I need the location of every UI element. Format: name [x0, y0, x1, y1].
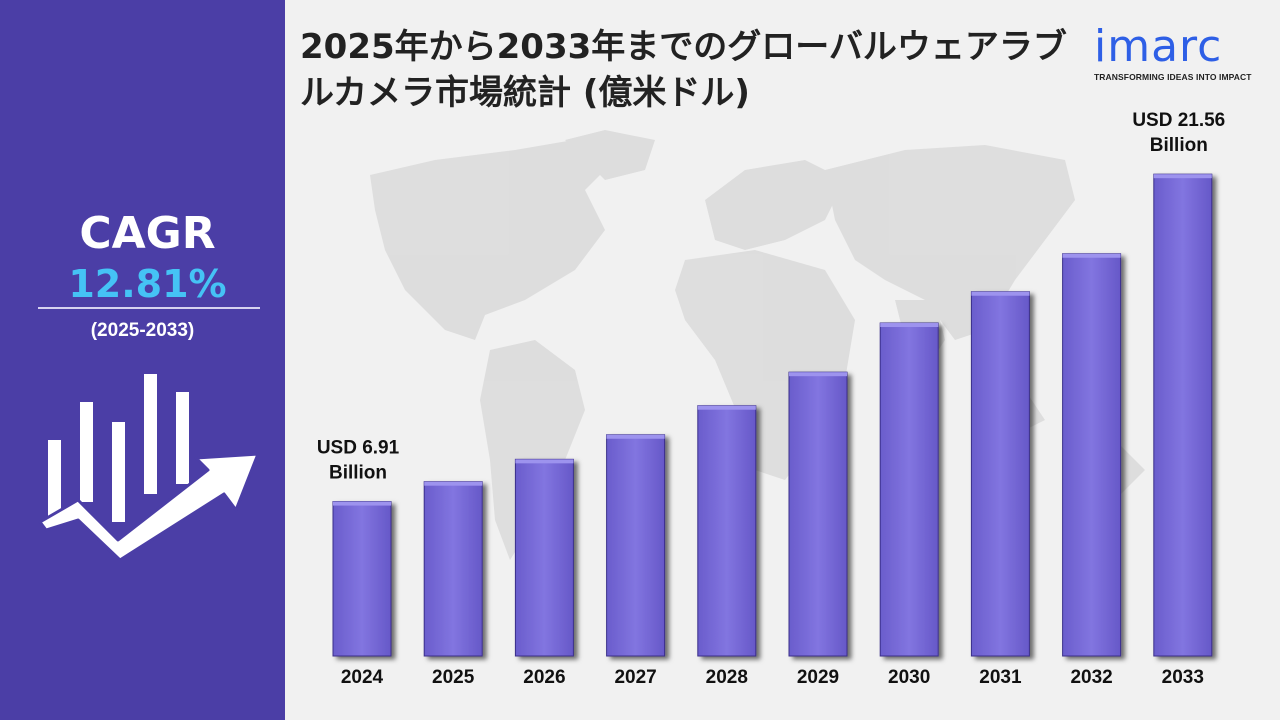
bar-cap-2028 — [697, 405, 756, 410]
x-tick-2024: 2024 — [341, 667, 384, 688]
growth-chart-icon — [38, 374, 260, 560]
bar-cap-2025 — [424, 481, 483, 486]
bar-2028 — [697, 405, 757, 657]
bar-cap-2029 — [789, 372, 847, 377]
x-tick-2028: 2028 — [706, 667, 748, 688]
logo-tagline: TRANSFORMING IDEAS INTO IMPACT — [1094, 72, 1252, 82]
cagr-divider — [38, 307, 260, 309]
bar-cap-2031 — [971, 291, 1030, 296]
cagr-value: 12.81% — [68, 262, 227, 306]
bar-2024 — [332, 501, 392, 657]
x-tick-2032: 2032 — [1070, 667, 1112, 688]
bar-2025 — [423, 481, 483, 657]
bar-2033 — [1153, 173, 1213, 657]
bar-cap-2026 — [515, 459, 574, 464]
bar-2030 — [879, 322, 939, 657]
x-tick-2029: 2029 — [797, 667, 839, 688]
bar-cap-2032 — [1062, 253, 1121, 258]
cagr-period: (2025-2033) — [90, 320, 195, 341]
x-tick-2025: 2025 — [432, 667, 475, 688]
bar-2029 — [788, 371, 848, 657]
cagr-label: CAGR — [79, 208, 216, 259]
bars-group — [332, 173, 1213, 657]
bar-2027 — [606, 434, 666, 657]
data-label-2024-line-2: Billion — [329, 463, 387, 484]
x-tick-2027: 2027 — [614, 667, 656, 688]
imarc-logo: imarc TRANSFORMING IDEAS INTO IMPACT — [1094, 21, 1264, 83]
data-labels: USD 6.91 Billion USD 21.56 Billion — [317, 110, 1225, 483]
cagr-sidebar: CAGR 12.81% (2025-2033) — [0, 0, 285, 720]
logo-wordmark: imarc — [1094, 21, 1223, 72]
data-label-2033-line-2: Billion — [1150, 135, 1208, 156]
bar-cap-2033 — [1153, 174, 1212, 179]
x-tick-2026: 2026 — [523, 667, 565, 688]
x-tick-2031: 2031 — [979, 667, 1022, 688]
x-axis-ticks: 2024 2025 2026 2027 2028 2029 2030 2031 2032 2033 — [341, 667, 1204, 688]
x-tick-2033: 2033 — [1162, 667, 1204, 688]
bar-2031 — [970, 291, 1030, 657]
bar-2026 — [514, 458, 574, 657]
data-label-2033-line-1: USD 21.56 — [1132, 110, 1225, 131]
bar-cap-2027 — [606, 434, 665, 439]
bar-cap-2030 — [880, 323, 939, 328]
bar-cap-2024 — [333, 501, 391, 506]
bar-2032 — [1062, 253, 1122, 657]
chart-title: 2025年から2033年までのグローバルウェアラブルカメラ市場統計 (億米ドル) — [300, 27, 1067, 113]
world-map-background — [370, 130, 1145, 560]
x-tick-2030: 2030 — [888, 667, 930, 688]
data-label-2024-line-1: USD 6.91 — [317, 438, 400, 459]
bar-chart: 2024 2025 2026 2027 2028 2029 2030 2031 2032 2033… — [317, 110, 1225, 688]
